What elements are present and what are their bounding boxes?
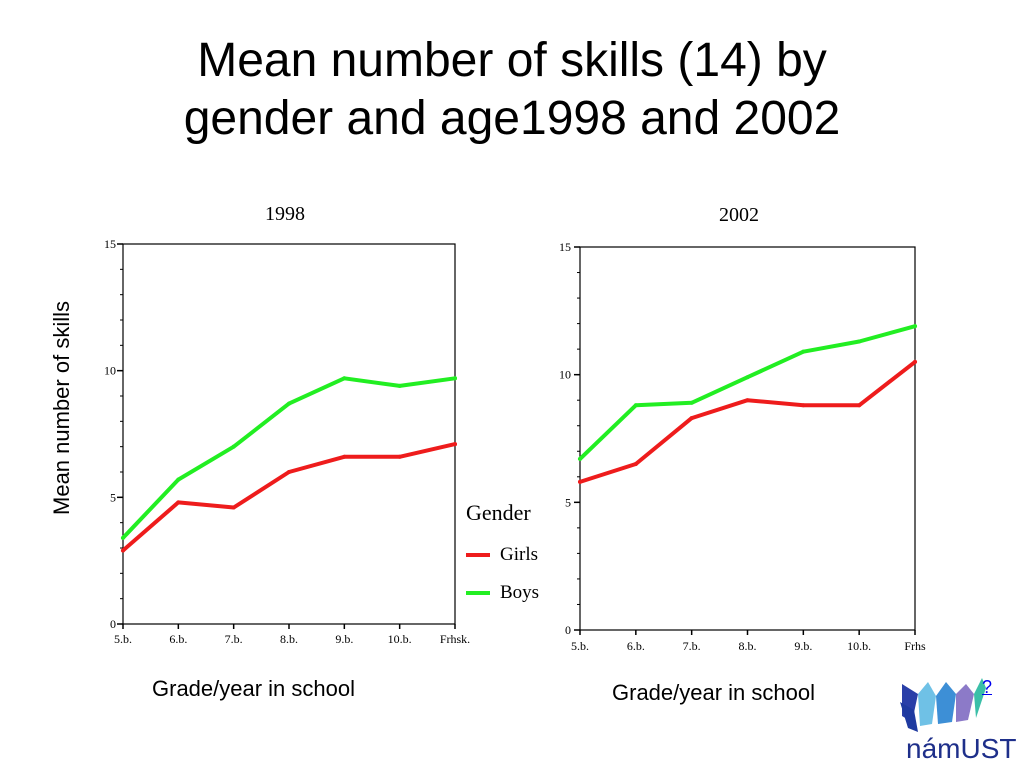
chart-1998-series-girls-point [231, 505, 236, 510]
help-link[interactable]: ? [982, 677, 993, 697]
chart-1998-y-tick-label: 15 [104, 237, 116, 251]
chart-1998-y-tick-label: 5 [110, 490, 116, 504]
chart-2002-x-tick-label: 9.b. [794, 639, 812, 653]
chart-2002-series-boys-point [801, 349, 806, 354]
chart-1998-frame [122, 243, 456, 625]
legend-item-boys: Boys [466, 574, 539, 612]
chart-1998-y-tick-label: 0 [110, 617, 116, 631]
chart-2002-x-tick-label: Frhs [904, 639, 926, 653]
chart-2002-x-tick-label: 7.b. [683, 639, 701, 653]
chart-2002-series-boys-point [857, 339, 862, 344]
legend: Gender Girls Boys [466, 500, 539, 612]
title-line-1: Mean number of skills (14) by [197, 34, 827, 87]
chart-1998-series-girls-line [121, 442, 457, 553]
chart-2002-series-girls-point [689, 416, 694, 421]
chart-2002-series-boys-point [913, 324, 917, 329]
chart-2002-x-axis-label: Grade/year in school [612, 680, 815, 705]
chart-1998-series-boys-point [397, 383, 402, 388]
chart-1998-series-boys-point [121, 535, 125, 540]
chart-2002-series-girls-point [801, 403, 806, 408]
chart-2002-title: 2002 [719, 204, 759, 226]
chart-1998-title: 1998 [265, 203, 305, 225]
chart-1998-y-tick-label: 10 [104, 364, 116, 378]
chart-2002-series-girls-point [633, 462, 638, 467]
chart-2002-series-girls-point [857, 403, 862, 408]
legend-swatch-boys [466, 591, 490, 595]
chart-2002-y-tick-label: 0 [565, 623, 571, 637]
chart-2002-series-girls-point [578, 479, 582, 484]
chart-1998-series-girls-point [287, 470, 291, 474]
chart-1998-x-tick-label: 9.b. [335, 632, 353, 646]
chart-2002-y-tick-label: 15 [559, 240, 571, 254]
chart-1998-series-girls-point [342, 454, 347, 459]
chart-1998-series-boys-point [287, 401, 291, 406]
chart-1998-series-boys-point [453, 376, 457, 381]
logo-text: námUST [906, 733, 1017, 764]
chart-1998-series-girls-point [453, 442, 457, 447]
chart-2002-y-tick-label: 5 [565, 495, 571, 509]
chart-1998-series-girls-point [397, 454, 402, 459]
chart-2002-series-girls-point [745, 398, 750, 403]
chart-2002-x-tick-label: 6.b. [627, 639, 645, 653]
namust-logo [900, 678, 986, 732]
chart-2002-series-boys-point [633, 403, 638, 408]
legend-item-girls: Girls [466, 536, 539, 574]
chart-2002-frame [579, 246, 916, 631]
chart-2002-series-girls-line [578, 359, 917, 484]
chart-1998-series-girls-point [121, 548, 125, 553]
legend-label-girls: Girls [500, 544, 538, 565]
chart-1998-series-girls-point [176, 500, 181, 505]
chart-1998-x-tick-label: 8.b. [280, 632, 298, 646]
chart-1998-series-boys-point [342, 376, 347, 381]
chart-1998-x-tick-label: 10.b. [388, 632, 412, 646]
legend-label-boys: Boys [500, 582, 540, 603]
chart-1998-series-boys-point [176, 477, 181, 482]
chart-1998-x-axis-label: Grade/year in school [152, 676, 355, 701]
slide-title: Mean number of skills (14) by gender and… [0, 32, 1024, 148]
legend-swatch-girls [466, 553, 490, 557]
chart-2002-series-boys-line [578, 324, 917, 461]
chart-2002-y-tick-label: 10 [559, 368, 571, 382]
chart-2002-x-tick-label: 5.b. [571, 639, 589, 653]
chart-2002-series-girls-point [913, 359, 917, 364]
legend-title: Gender [466, 500, 531, 525]
chart-2002-x-tick-label: 8.b. [739, 639, 757, 653]
chart-2002-x-tick-label: 10.b. [847, 639, 871, 653]
chart-2002-series-boys-point [578, 456, 582, 461]
title-line-2: gender and age1998 and 2002 [183, 92, 841, 145]
chart-1998-x-tick-label: 6.b. [169, 632, 187, 646]
chart-1998-x-tick-label: Frhsk. [440, 632, 470, 646]
chart-1998-x-tick-label: 5.b. [114, 632, 132, 646]
chart-1998-x-tick-label: 7.b. [225, 632, 243, 646]
chart-2002-series-boys-point [745, 375, 750, 380]
chart-1998-series-boys-point [231, 444, 236, 449]
chart-2002-series-boys-point [689, 400, 694, 405]
